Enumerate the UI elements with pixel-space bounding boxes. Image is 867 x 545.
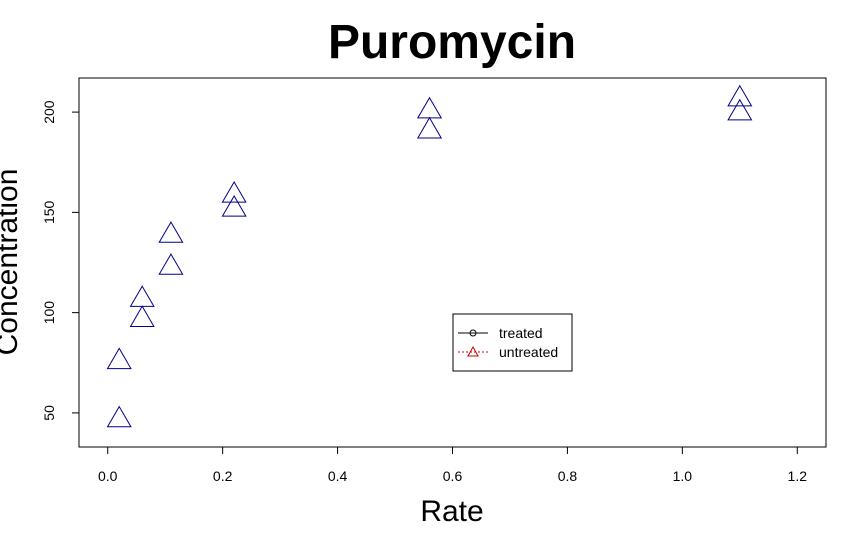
data-point bbox=[416, 116, 443, 139]
legend-marker-untreated bbox=[467, 345, 479, 357]
y-axis-label: Concentration bbox=[0, 169, 24, 356]
legend: treated untreated bbox=[452, 313, 573, 372]
chart-title: Puromycin bbox=[328, 16, 576, 69]
legend-marker-treated bbox=[469, 329, 477, 337]
y-tick-label: 200 bbox=[41, 100, 57, 124]
y-tick-label: 50 bbox=[41, 405, 57, 421]
plot-frame bbox=[78, 77, 827, 448]
x-tick-label: 0.8 bbox=[558, 468, 578, 484]
data-point bbox=[727, 98, 753, 121]
x-axis-label: Rate bbox=[420, 495, 483, 528]
x-axis: 0.0 0.2 0.4 0.6 0.8 1.0 1.2 bbox=[98, 446, 808, 484]
x-tick-label: 1.2 bbox=[788, 468, 808, 484]
data-point bbox=[129, 285, 155, 307]
x-tick-label: 1.0 bbox=[673, 468, 693, 484]
data-point bbox=[221, 195, 247, 217]
legend-label-untreated: untreated bbox=[499, 344, 558, 360]
y-tick-label: 150 bbox=[41, 200, 57, 224]
data-point bbox=[158, 253, 184, 275]
x-tick-label: 0.6 bbox=[443, 468, 463, 484]
x-tick-label: 0.4 bbox=[328, 468, 348, 484]
data-point bbox=[129, 305, 155, 327]
data-point bbox=[106, 405, 132, 428]
data-point bbox=[727, 84, 753, 107]
legend-label-treated: treated bbox=[499, 325, 543, 341]
data-points bbox=[106, 84, 753, 428]
data-point bbox=[106, 347, 132, 370]
data-point bbox=[158, 221, 184, 243]
y-tick-label: 100 bbox=[41, 301, 57, 325]
data-point bbox=[221, 180, 247, 203]
x-tick-label: 0.0 bbox=[98, 468, 118, 484]
y-axis: 50 100 150 200 bbox=[41, 100, 80, 421]
data-point bbox=[416, 96, 443, 119]
legend-box bbox=[452, 313, 573, 372]
x-tick-label: 0.2 bbox=[213, 468, 233, 484]
